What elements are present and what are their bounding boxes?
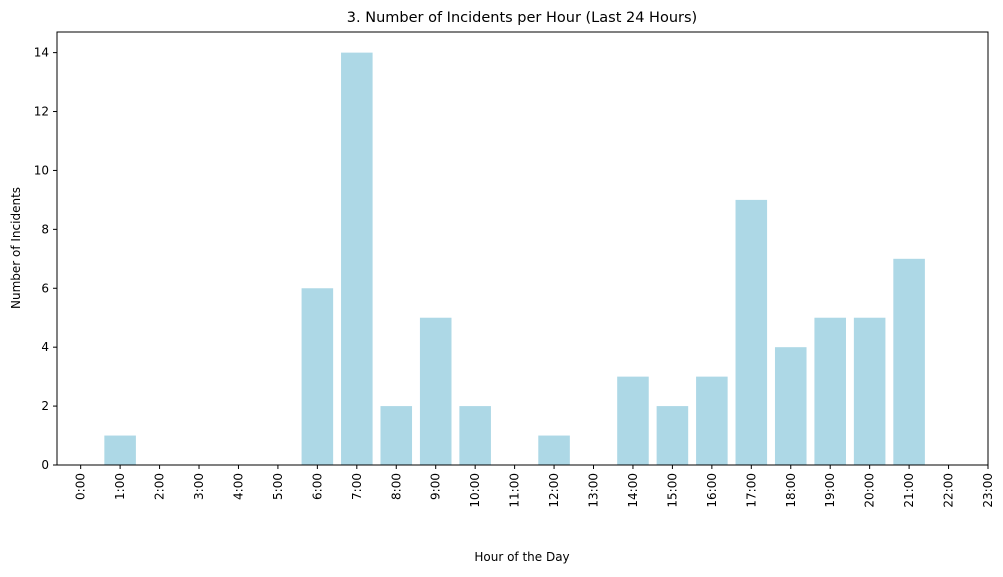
chart-title: 3. Number of Incidents per Hour (Last 24…: [347, 10, 697, 26]
bar-1:00: [104, 435, 136, 465]
x-tick-label-5:00: 5:00: [271, 473, 285, 500]
x-tick-label-1:00: 1:00: [113, 473, 127, 500]
x-tick-label-2:00: 2:00: [153, 473, 167, 500]
y-tick-label-0: 0: [41, 458, 49, 472]
y-axis-label: Number of Incidents: [9, 187, 23, 309]
x-tick-label-3:00: 3:00: [192, 473, 206, 500]
y-tick-label-12: 12: [34, 105, 49, 119]
bar-17:00: [735, 199, 768, 466]
x-axis: 0:00 1:00 2:00 3:00 4:00 5:00 6:00 7:00 8:00 9:00…: [74, 465, 995, 508]
x-tick-label-6:00: 6:00: [310, 473, 324, 500]
bar-16:00: [696, 376, 728, 465]
bar-21:00: [893, 258, 925, 465]
plot-frame: [56, 31, 989, 466]
bars-group: [104, 52, 925, 466]
x-tick-label-16:00: 16:00: [705, 473, 719, 508]
bar-7:00: [341, 52, 373, 465]
bar-12:00: [538, 435, 570, 465]
x-axis-label: Hour of the Day: [474, 550, 569, 564]
x-tick-label-0:00: 0:00: [74, 473, 88, 500]
x-tick-label-23:00: 23:00: [981, 473, 995, 508]
x-tick-label-8:00: 8:00: [389, 473, 403, 500]
bar-18:00: [774, 347, 807, 465]
bar-15:00: [656, 406, 689, 465]
x-tick-label-11:00: 11:00: [508, 473, 522, 508]
bar-20:00: [853, 317, 886, 465]
x-tick-label-19:00: 19:00: [823, 473, 837, 508]
y-axis: 0 2 4 6 8 10 12 14: [34, 46, 57, 472]
y-tick-label-2: 2: [41, 399, 49, 413]
bar-9:00: [419, 317, 452, 465]
bar-19:00: [814, 317, 846, 465]
x-tick-label-10:00: 10:00: [468, 473, 482, 508]
y-tick-label-14: 14: [34, 46, 49, 60]
bar-14:00: [617, 376, 649, 465]
x-tick-label-22:00: 22:00: [942, 473, 956, 508]
x-tick-label-13:00: 13:00: [587, 473, 601, 508]
bar-8:00: [380, 406, 413, 465]
x-tick-label-9:00: 9:00: [429, 473, 443, 500]
x-tick-label-20:00: 20:00: [863, 473, 877, 508]
x-tick-label-12:00: 12:00: [547, 473, 561, 508]
y-tick-label-4: 4: [41, 340, 49, 354]
y-tick-label-10: 10: [34, 163, 49, 177]
x-tick-label-18:00: 18:00: [784, 473, 798, 508]
x-tick-label-14:00: 14:00: [626, 473, 640, 508]
x-tick-label-7:00: 7:00: [350, 473, 364, 500]
y-tick-label-8: 8: [41, 222, 49, 236]
x-tick-label-15:00: 15:00: [665, 473, 679, 508]
x-tick-label-21:00: 21:00: [902, 473, 916, 508]
bar-10:00: [459, 406, 491, 465]
y-tick-label-6: 6: [41, 281, 49, 295]
bar-6:00: [301, 288, 334, 465]
x-tick-label-4:00: 4:00: [231, 473, 245, 500]
x-tick-label-17:00: 17:00: [744, 473, 758, 508]
